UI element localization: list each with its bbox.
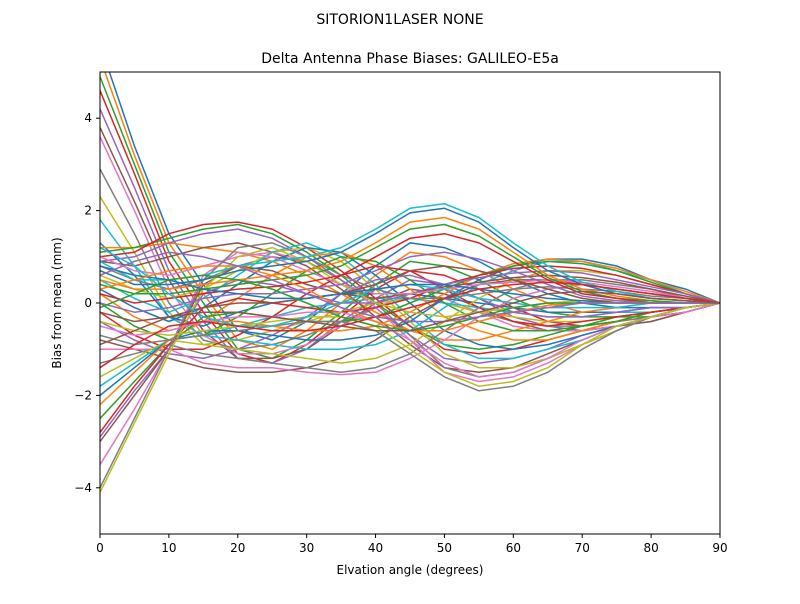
x-tick-label: 80 [643,541,658,555]
series-layer [100,72,720,493]
x-axis: 0 10 20 30 40 50 60 70 80 90 [96,534,728,555]
x-tick-label: 10 [161,541,176,555]
x-tick-label: 70 [575,541,590,555]
series-line-42 [100,216,720,304]
chart-title: Delta Antenna Phase Biases: GALILEO-E5a [261,51,559,67]
x-tick-label: 60 [506,541,521,555]
x-tick-label: 30 [299,541,314,555]
y-tick-label: −2 [74,388,92,402]
y-tick-label: 4 [84,111,92,125]
x-axis-label: Elvation angle (degrees) [337,563,484,577]
series-line-48 [100,302,720,392]
y-axis: −4 −2 0 2 4 [74,111,100,495]
series-line-44 [100,232,720,304]
y-tick-label: 0 [84,296,92,310]
series-line-54 [100,281,720,369]
chart-suptitle: SITORION1LASER NONE [316,12,483,28]
y-axis-label: Bias from mean (mm) [50,237,64,368]
series-line-49 [100,302,720,387]
series-line-25 [100,274,720,360]
series-line-55 [100,251,720,323]
x-tick-label: 90 [712,541,727,555]
x-tick-label: 0 [96,541,104,555]
x-tick-label: 40 [368,541,383,555]
y-tick-label: −4 [74,481,92,495]
series-line-56 [100,290,720,346]
x-tick-label: 50 [437,541,452,555]
x-tick-label: 20 [230,541,245,555]
series-line-45 [100,251,720,313]
y-tick-label: 2 [84,204,92,218]
